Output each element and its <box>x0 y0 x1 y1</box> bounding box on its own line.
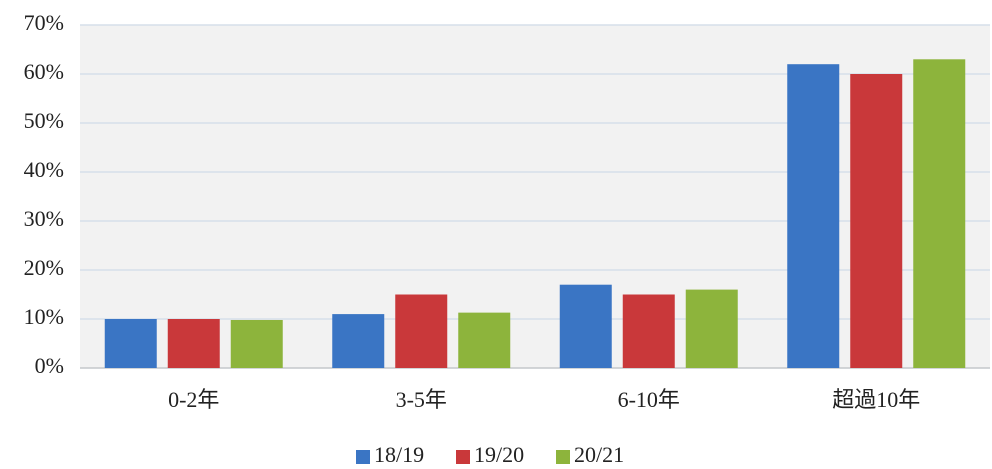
y-tick-label: 40% <box>24 157 64 182</box>
legend-label: 20/21 <box>574 442 624 467</box>
bar <box>104 319 157 368</box>
bar <box>458 312 511 368</box>
legend-swatch <box>356 450 370 464</box>
y-tick-label: 30% <box>24 206 64 231</box>
bar <box>332 314 385 368</box>
y-tick-label: 0% <box>35 353 64 378</box>
x-tick-label: 3-5年 <box>396 387 447 412</box>
bar <box>787 64 840 368</box>
bar <box>230 319 283 368</box>
legend-label: 19/20 <box>474 442 524 467</box>
y-tick-label: 70% <box>24 10 64 35</box>
x-tick-label: 0-2年 <box>168 387 219 412</box>
y-tick-label: 10% <box>24 304 64 329</box>
y-tick-label: 50% <box>24 108 64 133</box>
bar <box>850 74 903 368</box>
x-tick-label: 超過10年 <box>832 387 920 412</box>
y-tick-label: 60% <box>24 59 64 84</box>
bar <box>167 319 220 368</box>
bar <box>559 284 612 368</box>
legend-swatch <box>556 450 570 464</box>
y-tick-label: 20% <box>24 255 64 280</box>
bar <box>622 294 675 368</box>
bar <box>395 294 448 368</box>
bar <box>913 59 966 369</box>
legend-label: 18/19 <box>374 442 424 467</box>
bar <box>685 289 738 368</box>
legend-swatch <box>456 450 470 464</box>
x-tick-label: 6-10年 <box>618 387 680 412</box>
